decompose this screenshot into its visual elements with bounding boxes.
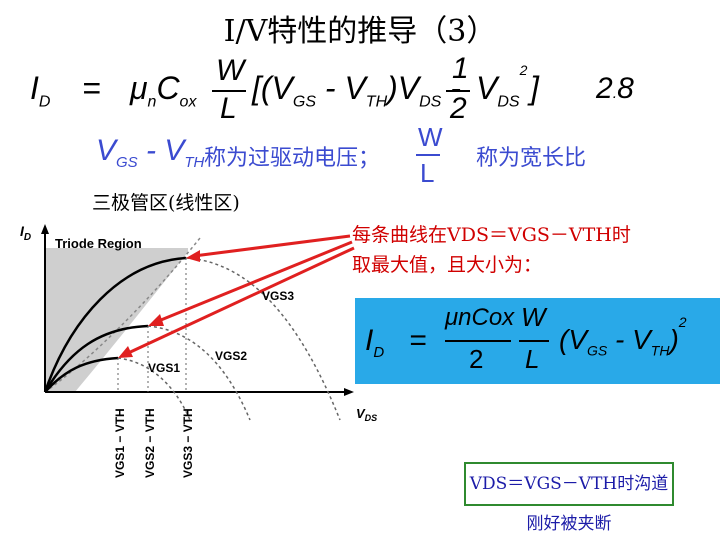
curve-vgs3 <box>43 256 187 393</box>
overdrive-line: VGS - VTH 称为过驱动电压； W L 称为宽长比 <box>96 120 720 200</box>
ratio-bar <box>416 154 440 156</box>
overdrive-vgs: VGS - VTH <box>96 134 205 171</box>
page-title: I/V特性的推导（3） <box>223 14 497 49</box>
ratio-w: W <box>418 122 443 152</box>
main-equation: ID = μnCox W L [(VGS - VTH)VDS - 1 2 VDS… <box>30 52 720 132</box>
max-l: L <box>525 344 540 374</box>
eq-bracket-close: ] <box>530 70 539 106</box>
arrow-vgs1 <box>125 246 355 356</box>
eq-bracket-body: [(VGS - VTH)VDS - <box>252 70 461 111</box>
max-w: W <box>521 302 546 332</box>
arrow-vgs3-head <box>186 250 200 262</box>
eq-half-den: 2 <box>450 92 467 125</box>
ratio-l: L <box>420 158 435 188</box>
eq-half-bar <box>446 90 470 92</box>
max-current-formula: ID = μnCox 2 W L (VGS - VTH)2 <box>355 298 720 384</box>
overdrive-text: 称为过驱动电压； <box>204 146 381 171</box>
tick-label-vgs1: VGS1 − VTH <box>113 408 127 478</box>
max-wl-bar <box>519 340 549 342</box>
arrow-vgs2-head <box>148 314 164 326</box>
tick-label-vgs2: VGS2 − VTH <box>143 408 157 478</box>
eq-mu-cox: μnCox <box>130 70 197 111</box>
region-label: 三极管区(线性区) <box>92 192 240 214</box>
eq-fraction-bar <box>212 90 246 92</box>
max-note-line2: 取最大值，且大小为： <box>352 254 543 276</box>
eq-number: 2.8 <box>596 72 634 105</box>
curve-vgs2-dash <box>147 325 251 421</box>
curve-vgs2 <box>43 324 149 393</box>
max-frac-bar <box>445 340 511 342</box>
curve-vgs1 <box>44 356 119 393</box>
max-den: 2 <box>469 344 484 374</box>
max-equals: = <box>409 324 427 357</box>
arrow-vgs3 <box>193 234 351 258</box>
eq-vds-squared: VDS2 <box>476 62 528 111</box>
curve-label-vgs1: VGS1 <box>148 361 180 375</box>
max-id: ID <box>365 324 385 361</box>
y-axis-label: ID <box>20 223 31 243</box>
eq-half-num: 1 <box>452 52 469 85</box>
max-num: μnCox <box>445 304 515 331</box>
triode-region-shade <box>45 248 188 392</box>
eq-w: W <box>216 54 245 87</box>
max-note-line1: 每条曲线在VDS＝VGS－VTH时 <box>352 224 631 246</box>
eq-id: ID <box>30 70 51 111</box>
triode-region-title: Triode Region <box>55 236 142 251</box>
ratio-text: 称为宽长比 <box>476 146 586 171</box>
max-body: (VGS - VTH)2 <box>559 313 687 359</box>
y-axis-arrow <box>41 224 49 234</box>
arrow-vgs1-head <box>118 346 133 358</box>
curve-label-vgs2: VGS2 <box>215 349 247 363</box>
x-axis-label: VDS <box>356 406 377 423</box>
max-note: 每条曲线在VDS＝VGS－VTH时 取最大值，且大小为： <box>352 220 631 280</box>
eq-l: L <box>220 92 237 125</box>
curve-vgs3-dash <box>185 257 341 421</box>
arrow-vgs2 <box>155 240 353 324</box>
x-axis-arrow <box>344 388 354 396</box>
eq-equals: = <box>82 70 101 106</box>
pinch-off-note: VDS＝VGS－VTH时沟道刚好被夹断 <box>464 462 674 534</box>
curve-label-vgs3: VGS3 <box>262 289 294 303</box>
tick-label-vgs3: VGS3 − VTH <box>181 408 195 478</box>
